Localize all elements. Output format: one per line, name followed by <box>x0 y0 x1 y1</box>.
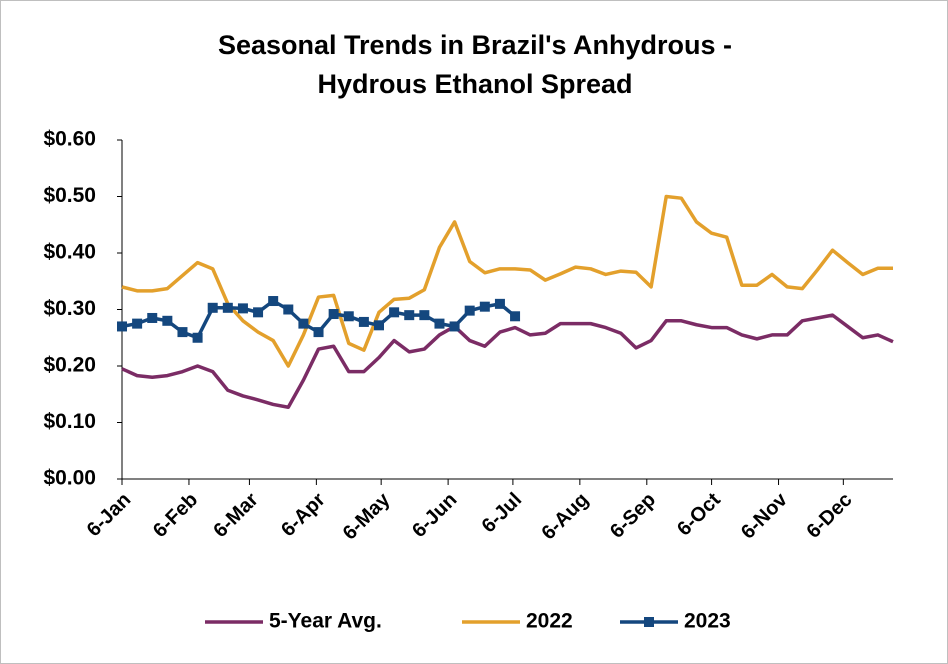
y-tick-label: $0.00 <box>43 467 96 490</box>
series-marker <box>147 312 158 323</box>
series-marker <box>207 302 218 313</box>
series-marker <box>177 327 188 338</box>
chart-title: Seasonal Trends in Brazil's Anhydrous - <box>218 30 732 60</box>
series-marker <box>404 310 415 321</box>
y-tick-label: $0.30 <box>43 297 96 320</box>
legend-label: 5-Year Avg. <box>269 610 382 633</box>
series-marker <box>298 318 309 329</box>
series-marker <box>419 310 430 321</box>
series-marker <box>434 318 445 329</box>
series-marker <box>328 309 339 320</box>
y-tick-label: $0.50 <box>43 184 96 207</box>
series-marker <box>162 315 173 326</box>
series-marker <box>132 318 143 329</box>
series-marker <box>510 311 521 322</box>
series-marker <box>253 307 264 318</box>
series-marker <box>237 303 248 314</box>
series-marker <box>283 304 294 315</box>
series-marker <box>222 302 233 313</box>
chart-title: Hydrous Ethanol Spread <box>317 69 632 99</box>
series-line <box>121 194 893 368</box>
y-tick-label: $0.40 <box>43 241 96 264</box>
series-marker <box>268 296 279 307</box>
series-marker <box>449 321 460 332</box>
series-marker <box>358 316 369 327</box>
legend-marker <box>644 617 654 627</box>
series-marker <box>479 301 490 312</box>
series-marker <box>374 320 384 331</box>
y-tick-label: $0.10 <box>43 410 96 433</box>
series-marker <box>343 311 354 322</box>
series-marker <box>389 307 400 318</box>
y-tick-label: $0.60 <box>43 128 96 151</box>
series-marker <box>117 321 127 332</box>
legend-label: 2023 <box>684 610 731 633</box>
series-marker <box>313 327 324 338</box>
y-tick-label: $0.20 <box>43 354 96 377</box>
series-marker <box>192 332 203 343</box>
legend-label: 2022 <box>526 610 573 633</box>
series-line <box>121 313 894 409</box>
series-marker <box>494 298 505 309</box>
series-marker <box>464 305 475 316</box>
